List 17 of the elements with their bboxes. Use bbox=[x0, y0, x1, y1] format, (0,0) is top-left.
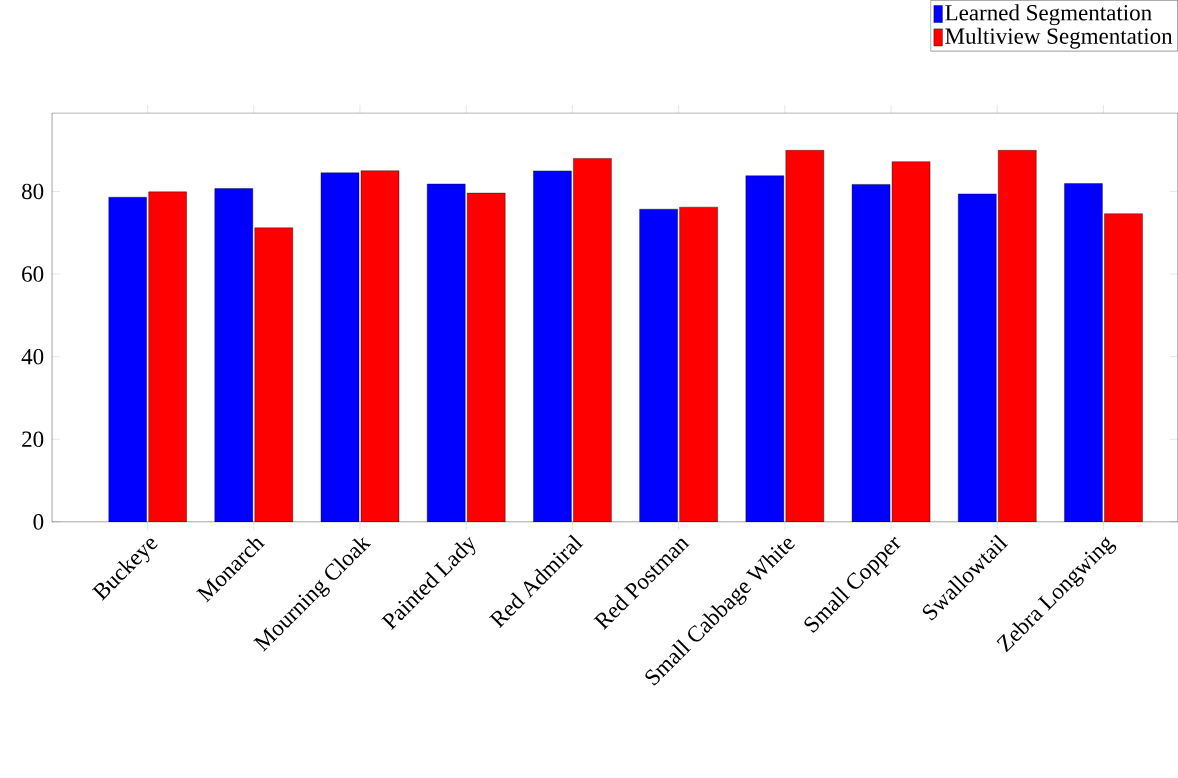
legend-label: Multiview Segmentation bbox=[945, 27, 1173, 49]
bar bbox=[1104, 213, 1143, 522]
bar bbox=[679, 207, 718, 522]
bar bbox=[360, 170, 400, 522]
legend-label: Learned Segmentation bbox=[945, 4, 1152, 26]
bar bbox=[785, 150, 825, 522]
bar bbox=[891, 161, 931, 522]
bar bbox=[254, 227, 293, 522]
bar bbox=[573, 158, 612, 522]
y-tick-label: 80 bbox=[22, 183, 44, 200]
bar bbox=[998, 150, 1037, 522]
y-tick-label: 60 bbox=[22, 266, 44, 282]
bar bbox=[148, 191, 187, 522]
bar bbox=[467, 192, 506, 522]
y-tick-label: 20 bbox=[22, 431, 44, 448]
y-tick-label: 40 bbox=[21, 348, 44, 365]
y-tick-label: 0 bbox=[33, 514, 44, 530]
